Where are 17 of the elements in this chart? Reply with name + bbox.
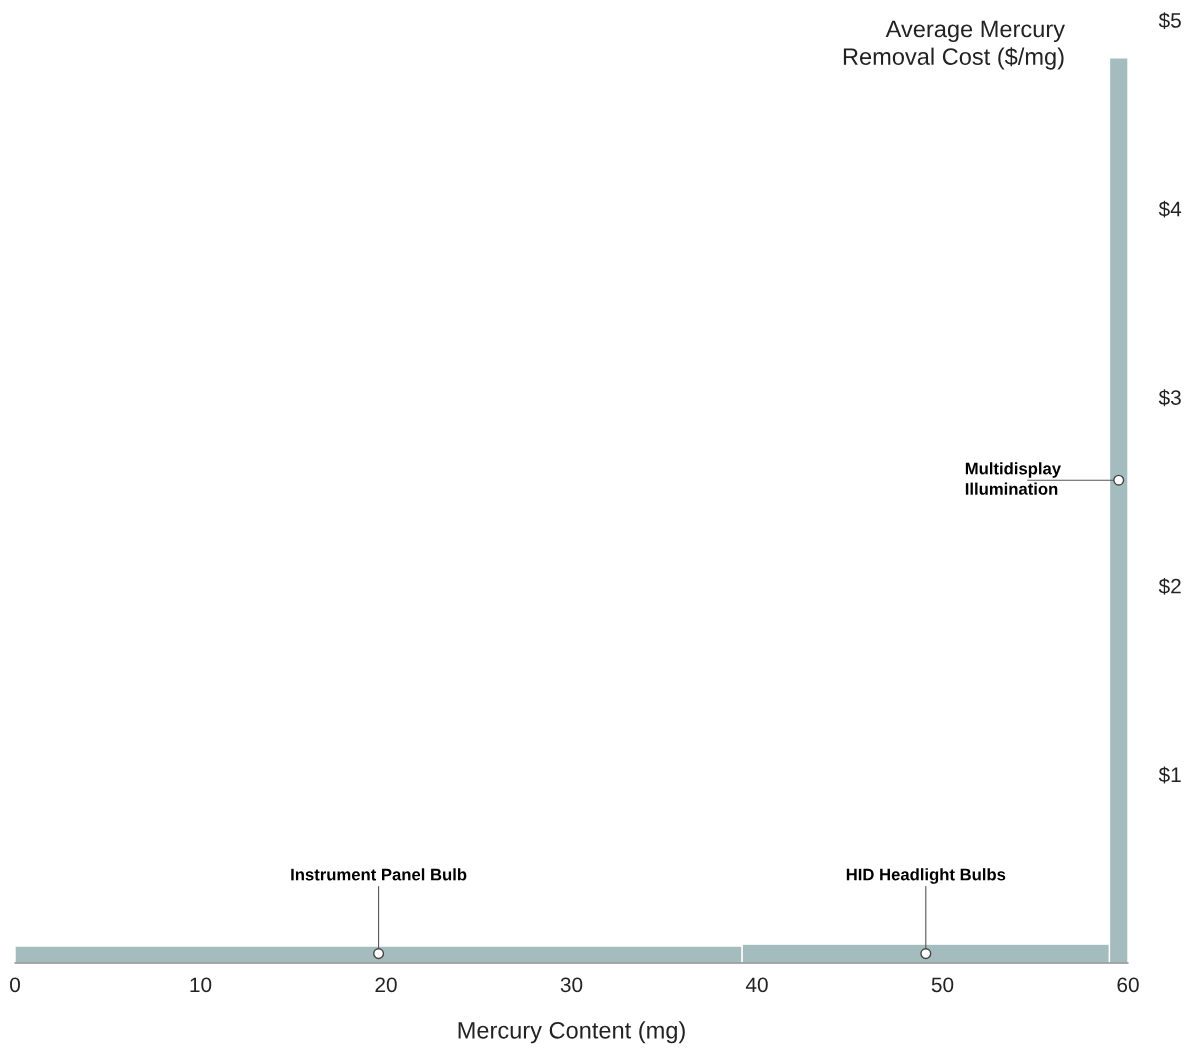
y-tick-label: $1 bbox=[1158, 766, 1181, 784]
annotation: HID Headlight Bulbs bbox=[846, 868, 1006, 884]
x-tick-label: 40 bbox=[745, 977, 768, 993]
y-tick-label: $3 bbox=[1158, 389, 1181, 407]
annotation: Multidisplay Illumination bbox=[965, 462, 1061, 495]
x-tick-label: 50 bbox=[931, 977, 954, 993]
x-tick-label: 30 bbox=[560, 977, 583, 993]
y-tick-label: $5 bbox=[1158, 12, 1181, 29]
annotation: Instrument Panel Bulb bbox=[291, 868, 467, 881]
x-tick-label: 60 bbox=[1117, 977, 1139, 993]
x-tick-label: 0 bbox=[10, 977, 20, 993]
y-tick-label: $4 bbox=[1158, 200, 1182, 218]
x-tick-label: 10 bbox=[190, 977, 212, 993]
y-axis-title: Average Mercury Removal Cost ($/mg) bbox=[843, 20, 1065, 70]
x-axis-title: Mercury Content (mg) bbox=[458, 1021, 685, 1044]
y-tick-label: $2 bbox=[1158, 577, 1181, 595]
x-tick-label: 20 bbox=[375, 977, 397, 993]
